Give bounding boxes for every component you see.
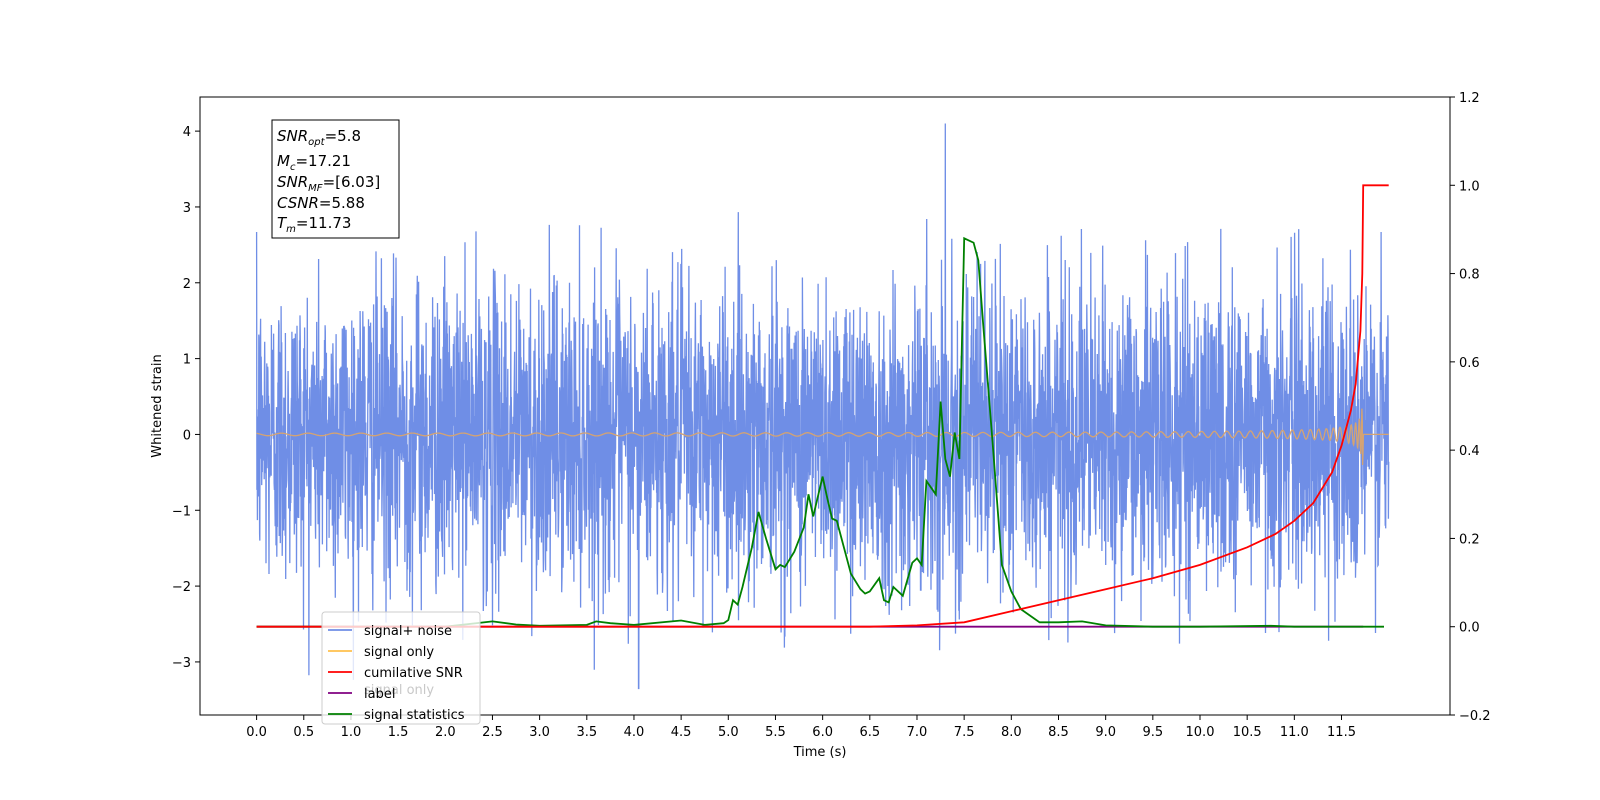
x-tick-label: 5.5 [765, 725, 786, 740]
y2-tick-label: 0.0 [1459, 621, 1480, 636]
x-tick-label: 7.5 [954, 725, 975, 740]
y-tick-label: −2 [172, 580, 191, 595]
x-axis-title: Time (s) [793, 745, 847, 760]
y2-tick-label: 1.0 [1459, 179, 1480, 194]
x-tick-label: 1.5 [388, 725, 409, 740]
series-signal-only [256, 408, 1389, 466]
y-tick-label: 2 [183, 277, 191, 292]
series-signal-statistics [256, 236, 1384, 628]
series-signal-noise [255, 123, 1390, 690]
y-tick-label: 0 [183, 428, 191, 443]
y2-tick-label: −0.2 [1459, 709, 1491, 724]
x-tick-label: 0.5 [293, 725, 314, 740]
info-csnr: CSNR=5.88 [277, 194, 365, 212]
legend: signal only signal+ noise signal only cumi… [321, 611, 481, 725]
x-tick-label: 7.0 [907, 725, 928, 740]
y-tick-label: 1 [183, 353, 191, 368]
y-tick-label: 3 [183, 201, 191, 216]
y2-tick-label: 0.2 [1459, 532, 1480, 547]
y-axis-title: Whitened strain [150, 354, 165, 457]
x-tick-label: 10.0 [1186, 725, 1215, 740]
y2-tick-label: 0.8 [1459, 268, 1480, 283]
legend-label: label [364, 687, 395, 702]
y-axis-left: −3 −2 −1 0 1 2 3 4 [172, 125, 200, 671]
legend-frame [321, 611, 481, 725]
x-tick-label: 5.0 [718, 725, 739, 740]
x-tick-label: 1.0 [341, 725, 362, 740]
y2-tick-label: 1.2 [1459, 91, 1480, 106]
y-tick-label: −3 [172, 656, 191, 671]
y2-tick-label: 0.4 [1459, 444, 1480, 459]
y-axis-right: −0.2 0.0 0.2 0.4 0.6 0.8 1.0 1.2 [1450, 91, 1491, 724]
x-tick-label: 3.5 [576, 725, 597, 740]
x-tick-label: 6.5 [859, 725, 880, 740]
x-tick-label: 8.0 [1001, 725, 1022, 740]
x-tick-label: 9.5 [1142, 725, 1163, 740]
x-tick-label: 9.0 [1095, 725, 1116, 740]
info-tm: Tm=11.73 [277, 214, 351, 235]
x-tick-label: 0.0 [246, 725, 267, 740]
x-axis: 0.0 0.5 1.0 1.5 2.0 2.5 3.0 3.5 4.0 4.5 5.0 5.5 6.0 6… [246, 715, 1356, 740]
x-tick-label: 4.5 [671, 725, 692, 740]
y-tick-label: 4 [183, 125, 191, 140]
y-tick-label: −1 [172, 504, 191, 519]
series-cumulative-snr [256, 184, 1389, 628]
legend-hidden-text: signal only [364, 683, 434, 698]
info-box-frame [271, 119, 400, 239]
x-tick-label: 6.0 [812, 725, 833, 740]
x-tick-label: 2.5 [482, 725, 503, 740]
x-tick-label: 10.5 [1233, 725, 1262, 740]
x-tick-label: 4.0 [624, 725, 645, 740]
info-box: SNRopt=5.8 Mc=17.21 SNRMF=[6.03] CSNR=5.… [271, 119, 400, 239]
x-tick-label: 11.5 [1327, 725, 1356, 740]
y2-tick-label: 0.6 [1459, 356, 1480, 371]
info-mc: Mc=17.21 [277, 152, 351, 173]
legend-label: cumilative SNR [364, 666, 463, 681]
legend-label: signal statistics [364, 708, 465, 723]
x-tick-label: 2.0 [435, 725, 456, 740]
legend-label: signal only [364, 645, 434, 660]
x-tick-label: 11.0 [1280, 725, 1309, 740]
series-layer [255, 123, 1390, 690]
x-tick-label: 3.0 [529, 725, 550, 740]
info-snr-mf: SNRMF=[6.03] [277, 173, 380, 194]
plot-frame [199, 96, 1451, 716]
info-snr-opt: SNRopt=5.8 [277, 127, 361, 148]
x-tick-label: 8.5 [1048, 725, 1069, 740]
legend-label: signal+ noise [364, 624, 452, 639]
